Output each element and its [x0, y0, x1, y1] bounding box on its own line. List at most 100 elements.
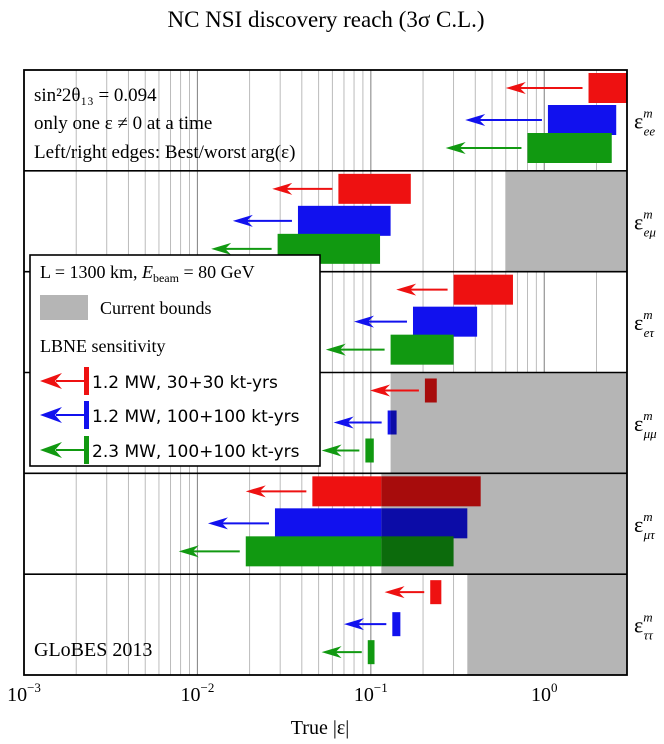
legend-header-e-sub: beam: [153, 271, 180, 285]
legend-label-1: 1.2 MW, 100+100 kt-yrs: [92, 407, 300, 427]
current-bound-5: [467, 574, 627, 675]
row-label-5: εm ττ: [634, 610, 654, 643]
tick-base: 10: [180, 684, 200, 706]
chart-title: NC NSI discovery reach (3σ C.L.): [167, 7, 484, 32]
tick-base: 10: [531, 684, 551, 706]
x-tick-label-2: 10−1: [354, 680, 388, 706]
legend-header-e-val: = 80 GeV: [179, 262, 255, 282]
arrow-head-0-0: [505, 82, 526, 94]
arrow-head-5-2: [321, 646, 342, 659]
sensitivity-bar-2-0: [453, 274, 513, 305]
row-label-4: εm μτ: [634, 509, 656, 542]
sensitivity-bar-overlap-4-0: [381, 476, 481, 507]
arrow-head-4-1: [207, 517, 228, 530]
theta13-annotation: sin²2θ₁₃ = 0.094: [34, 85, 157, 106]
edges-annotation: Left/right edges: Best/worst arg(ε): [34, 142, 295, 163]
legend-box: [29, 254, 321, 467]
arrow-head-2-1: [354, 315, 375, 328]
sensitivity-bar-0-1: [547, 105, 617, 135]
legend-arrow-head-0: [40, 373, 62, 389]
tick-exp: −1: [374, 680, 388, 695]
sensitivity-bar-5-0: [430, 580, 442, 605]
legend-header-l: L = 1300 km,: [40, 262, 142, 282]
sensitivity-bar-5-2: [367, 640, 375, 665]
legend: L = 1300 km, Ebeam = 80 GeV Current boun…: [29, 254, 321, 467]
tick-exp: −2: [200, 680, 214, 695]
arrow-head-5-1: [343, 618, 364, 631]
row-label-base: ε: [634, 209, 643, 234]
tick-base: 10: [354, 684, 374, 706]
globes-label: GLoBES 2013: [34, 639, 152, 661]
row-label-2: εm eτ: [634, 307, 655, 340]
legend-arrow-head-1: [40, 407, 62, 423]
arrow-head-3-2: [321, 444, 342, 457]
sensitivity-bar-4-2: [245, 536, 382, 567]
tick-exp: 0: [551, 680, 558, 695]
sensitivity-bar-3-1: [387, 410, 391, 435]
legend-bar-mark-2: [84, 436, 89, 464]
sensitivity-bar-0-2: [527, 133, 612, 163]
row-label-sup: m: [643, 206, 652, 221]
row-label-base: ε: [634, 411, 643, 436]
sensitivity-bar-5-1: [392, 612, 401, 637]
row-label-base: ε: [634, 310, 643, 335]
one-eps-annotation: only one ε ≠ 0 at a time: [34, 113, 212, 134]
sensitivity-bar-overlap-4-2: [381, 536, 454, 567]
row-label-3: εm μμ: [634, 408, 657, 441]
plot-frame: [23, 69, 628, 676]
legend-current-bounds-swatch: [40, 295, 88, 320]
arrow-head-0-1: [465, 114, 486, 126]
bar-layer: [178, 73, 627, 665]
row-label-sub: μτ: [643, 527, 657, 542]
arrow-head-3-1: [333, 416, 354, 429]
x-tick-label-0: 10−3: [7, 680, 41, 706]
legend-header-e: E: [141, 262, 153, 282]
current-bounds-layer: [381, 170, 627, 675]
arrow-head-1-1: [232, 214, 253, 227]
current-bound-1: [505, 170, 627, 272]
arrow-head-1-0: [272, 182, 293, 195]
legend-entries: 1.2 MW, 30+30 kt-yrs 1.2 MW, 100+100 kt-y…: [40, 367, 300, 464]
arrow-head-4-2: [178, 545, 199, 558]
sensitivity-bar-1-0: [338, 173, 411, 204]
row-label-sub: ττ: [644, 628, 655, 643]
arrow-head-3-0: [370, 384, 391, 397]
legend-bar-mark-0: [84, 367, 89, 395]
row-label-base: ε: [634, 512, 643, 537]
arrow-head-1-2: [211, 242, 232, 255]
row-label-1: εm eμ: [634, 206, 656, 239]
legend-label-0: 1.2 MW, 30+30 kt-yrs: [92, 373, 278, 393]
legend-arrow-head-2: [40, 442, 62, 458]
arrow-head-5-0: [384, 586, 405, 599]
tick-layer: 10−3 10−2 10−1 100: [7, 680, 557, 706]
sensitivity-bar-4-0: [312, 476, 382, 507]
sensitivity-bar-overlap-3-1: [390, 410, 397, 435]
row-label-base: ε: [634, 613, 643, 638]
legend-bar-mark-1: [84, 401, 89, 429]
row-label-sup: m: [643, 307, 652, 322]
row-label-sub: eμ: [644, 224, 657, 239]
sensitivity-bar-2-1: [412, 306, 478, 337]
sensitivity-bar-1-1: [297, 205, 391, 236]
legend-header: L = 1300 km, Ebeam = 80 GeV: [40, 262, 255, 285]
legend-lbne-title: LBNE sensitivity: [40, 336, 166, 356]
tick-exp: −3: [27, 680, 41, 695]
row-label-sup: m: [643, 509, 652, 524]
arrow-head-2-2: [325, 343, 346, 356]
arrow-head-4-0: [245, 485, 266, 498]
arrow-head-0-2: [445, 142, 466, 154]
arrow-head-2-0: [396, 283, 417, 296]
row-label-sub: ee: [644, 123, 656, 138]
row-label-0: εm ee: [634, 105, 655, 138]
sensitivity-bar-4-1: [274, 508, 382, 539]
legend-label-2: 2.3 MW, 100+100 kt-yrs: [92, 442, 300, 462]
x-tick-label-1: 10−2: [180, 680, 214, 706]
row-label-sup: m: [643, 408, 652, 423]
x-axis-label: True |ε|: [291, 717, 349, 739]
row-label-sub: μμ: [643, 426, 658, 441]
x-tick-label-3: 100: [531, 680, 558, 706]
row-label-sup: m: [643, 105, 652, 120]
sensitivity-bar-3-2: [365, 438, 374, 463]
